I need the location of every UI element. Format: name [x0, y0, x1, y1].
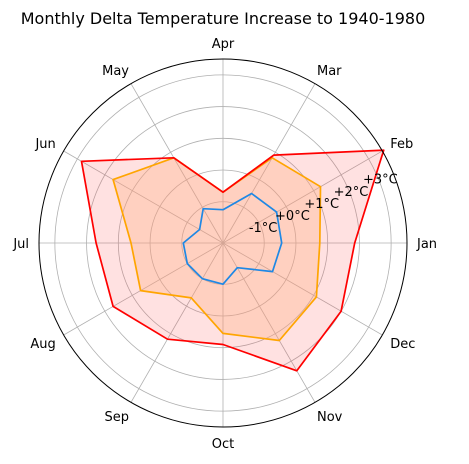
- month-labels: Jan Feb Mar Apr May Jun Jul Aug Sep Oct Nov Dec: [12, 37, 437, 452]
- grid-spoke: [222, 150, 383, 244]
- grid-spoke: [222, 242, 316, 403]
- grid-spoke: [63, 242, 224, 336]
- outer-frame: [38, 58, 408, 428]
- series-fills: [81, 150, 384, 371]
- radial-tick-label: +0°C: [275, 209, 310, 224]
- series-line: [182, 192, 283, 286]
- month-label: Jan: [416, 237, 437, 252]
- grid-spoke: [130, 242, 224, 403]
- grid-spoke: [130, 83, 224, 244]
- series-line: [80, 149, 385, 372]
- month-label: Apr: [212, 37, 235, 52]
- grid: [39, 59, 407, 427]
- month-label: Dec: [390, 337, 415, 352]
- chart-title: Monthly Delta Temperature Increase to 19…: [21, 9, 426, 28]
- month-label: Nov: [317, 410, 343, 425]
- grid-spoke: [63, 150, 224, 244]
- grid-spoke: [222, 83, 316, 244]
- series-area: [81, 150, 384, 371]
- series-lines: [80, 149, 385, 372]
- radial-tick-label: +1°C: [304, 197, 339, 212]
- grid-spoke: [222, 242, 383, 336]
- month-label: Oct: [212, 437, 234, 452]
- radial-tick-labels: -1°C+0°C+1°C+2°C+3°C: [249, 173, 398, 237]
- month-label: Feb: [390, 137, 413, 152]
- series-area-overlap: [113, 157, 321, 341]
- radial-tick-label: +2°C: [334, 185, 369, 200]
- month-label: Aug: [30, 337, 55, 352]
- month-label: Jun: [34, 137, 55, 152]
- month-label: Jul: [12, 237, 29, 252]
- month-label: Mar: [317, 64, 342, 79]
- month-label: Sep: [104, 410, 129, 425]
- series-line: [112, 156, 322, 342]
- month-label: May: [102, 64, 129, 79]
- radial-tick-label: +3°C: [363, 173, 398, 188]
- radial-tick-label: -1°C: [249, 221, 278, 236]
